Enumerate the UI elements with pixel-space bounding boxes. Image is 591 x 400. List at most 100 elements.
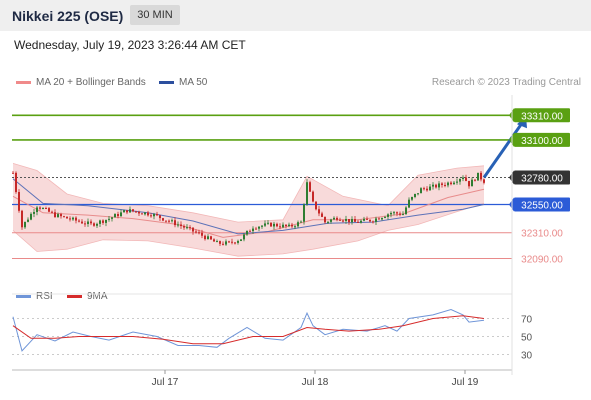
candle bbox=[312, 190, 314, 203]
candle-body bbox=[264, 223, 266, 226]
candle bbox=[204, 234, 206, 241]
ma20-line bbox=[12, 188, 485, 238]
candle-body bbox=[483, 179, 485, 183]
candle bbox=[108, 215, 110, 222]
candle bbox=[153, 212, 155, 220]
candle-body bbox=[189, 227, 191, 229]
candle-body bbox=[429, 186, 431, 191]
candle-body bbox=[294, 226, 296, 228]
source-credit: Research © 2023 Trading Central bbox=[431, 77, 581, 88]
level-tag-bg bbox=[514, 197, 570, 212]
candle-body bbox=[42, 208, 44, 210]
candle-body bbox=[276, 223, 278, 227]
candle bbox=[39, 206, 41, 211]
candle bbox=[366, 216, 368, 220]
candle-body bbox=[162, 218, 164, 221]
candle-body bbox=[114, 214, 116, 218]
candle-body bbox=[303, 204, 305, 222]
candle-body bbox=[297, 222, 299, 227]
candle-body bbox=[360, 220, 362, 223]
candle bbox=[27, 217, 29, 223]
candle bbox=[261, 224, 263, 229]
candle-body bbox=[183, 226, 185, 228]
legend-swatch-9ma bbox=[67, 294, 82, 298]
candle-body bbox=[333, 217, 335, 220]
candle-body bbox=[399, 213, 401, 215]
candle-body bbox=[288, 224, 290, 227]
candle bbox=[36, 206, 38, 216]
level-value: 32780.00 bbox=[521, 174, 563, 185]
candle bbox=[393, 211, 395, 216]
candle-body bbox=[45, 208, 47, 210]
candle bbox=[360, 219, 362, 224]
candle bbox=[240, 239, 242, 242]
candle bbox=[474, 179, 476, 182]
candle-body bbox=[33, 212, 35, 214]
candle bbox=[438, 181, 440, 191]
x-tick-label-Jul-19: Jul 19 bbox=[452, 377, 479, 388]
candle bbox=[15, 171, 17, 194]
candle-body bbox=[462, 177, 464, 179]
candle-body bbox=[378, 218, 380, 220]
candle bbox=[99, 219, 101, 228]
candle-body bbox=[180, 224, 182, 227]
candle bbox=[231, 238, 233, 245]
candle-body bbox=[72, 217, 74, 220]
candle bbox=[300, 220, 302, 223]
level-label-33310.00: 33310.00 bbox=[509, 108, 570, 123]
candle-body bbox=[159, 215, 161, 219]
candle bbox=[315, 201, 317, 211]
candle-body bbox=[468, 180, 470, 187]
candle bbox=[132, 209, 134, 213]
candle bbox=[465, 174, 467, 182]
candle-body bbox=[291, 224, 293, 227]
candle bbox=[384, 215, 386, 219]
candle bbox=[165, 220, 167, 223]
candle bbox=[168, 219, 170, 224]
candle-body bbox=[270, 222, 272, 227]
candle bbox=[258, 226, 260, 232]
widget-header: Nikkei 225 (OSE) 30 MIN bbox=[0, 0, 591, 31]
candle bbox=[84, 220, 86, 227]
candle bbox=[306, 179, 308, 206]
level-value: 33310.00 bbox=[521, 111, 563, 122]
candle-body bbox=[453, 182, 455, 185]
candle bbox=[309, 180, 311, 192]
legend-item-9ma: 9MA bbox=[67, 291, 108, 302]
candle bbox=[426, 186, 428, 192]
candle bbox=[429, 184, 431, 191]
x-tick-label-Jul-17: Jul 17 bbox=[152, 377, 179, 388]
candle bbox=[234, 241, 236, 245]
candle-body bbox=[414, 193, 416, 197]
candle-body bbox=[126, 210, 128, 213]
candle-body bbox=[93, 223, 95, 226]
candle-body bbox=[444, 184, 446, 186]
candle-body bbox=[231, 241, 233, 243]
candle-body bbox=[147, 212, 149, 216]
candle-body bbox=[141, 213, 143, 215]
candle bbox=[267, 220, 269, 225]
candle-body bbox=[237, 240, 239, 243]
candle bbox=[138, 210, 140, 217]
level-value: 32090.00 bbox=[521, 255, 563, 266]
candle bbox=[30, 212, 32, 221]
candle bbox=[351, 216, 353, 225]
bollinger-lower-line bbox=[12, 203, 485, 257]
candle bbox=[456, 178, 458, 185]
candle-body bbox=[243, 234, 245, 240]
candle-body bbox=[327, 221, 329, 223]
candle-body bbox=[78, 220, 80, 222]
level-label-32090.00: 32090.00 bbox=[521, 255, 563, 266]
candle bbox=[276, 222, 278, 228]
candle-body bbox=[66, 216, 68, 219]
candle bbox=[18, 189, 20, 213]
candle-body bbox=[336, 217, 338, 220]
candle bbox=[405, 206, 407, 215]
ma50-line bbox=[12, 178, 485, 235]
timeframe-badge[interactable]: 30 MIN bbox=[130, 5, 180, 25]
candle-body bbox=[234, 242, 236, 244]
candle bbox=[48, 207, 50, 213]
candle-body bbox=[222, 243, 224, 245]
candle-body bbox=[120, 212, 122, 217]
candle-body bbox=[18, 192, 20, 211]
